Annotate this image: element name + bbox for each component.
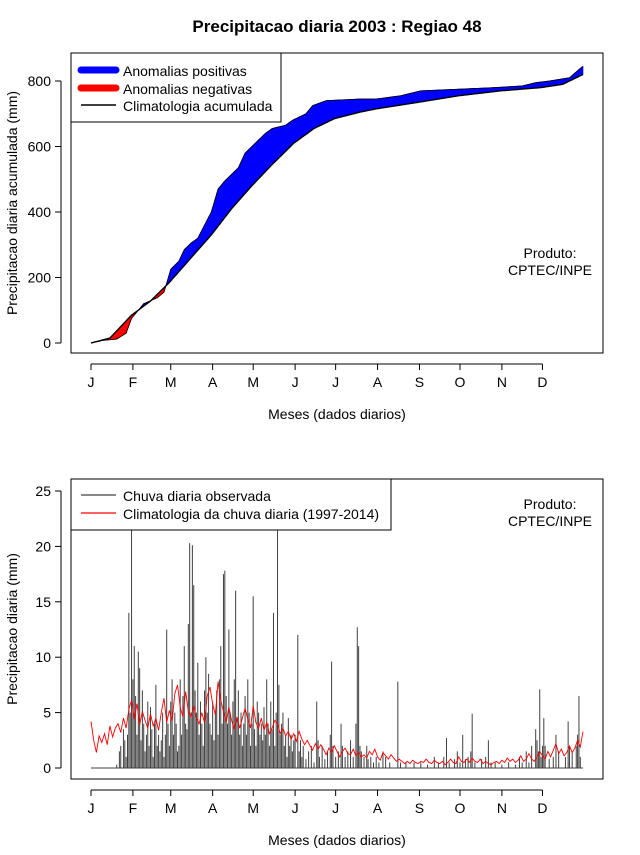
legend-label-positive: Anomalias positivas	[123, 63, 247, 79]
bottom-x-tick-label: F	[129, 800, 138, 816]
top-legend: Anomalias positivas Anomalias negativasCl…	[71, 53, 281, 122]
top-x-tick-label: J	[332, 374, 339, 390]
top-y-tick-label: 200	[28, 270, 52, 286]
top-x-tick-label: D	[537, 374, 547, 390]
bottom-y-tick-label: 15	[35, 594, 51, 610]
bottom-y-axis-title: Precipitacao diaria (mm)	[4, 553, 20, 705]
bottom-legend-box	[71, 479, 391, 530]
bottom-x-tick-label: M	[165, 800, 177, 816]
top-x-tick-label: A	[208, 374, 218, 390]
top-y-tick-label: 600	[28, 139, 52, 155]
bottom-x-tick-label: J	[292, 800, 299, 816]
bottom-y-tick-label: 25	[35, 483, 51, 499]
legend-label-daily-climatology: Climatologia da chuva diaria (1997-2014)	[123, 506, 379, 522]
bottom-y-tick-label: 20	[35, 538, 51, 554]
top-x-tick-label: N	[497, 374, 507, 390]
top-y-tick-label: 800	[28, 73, 52, 89]
bottom-x-tick-label: A	[208, 800, 218, 816]
top-x-tick-label: J	[292, 374, 299, 390]
bottom-x-tick-label: M	[247, 800, 259, 816]
top-x-tick-label: M	[165, 374, 177, 390]
top-y-tick-label: 0	[43, 335, 51, 351]
bottom-y-tick-label: 5	[43, 705, 51, 721]
top-x-axis-title: Meses (dados diarios)	[268, 406, 406, 422]
bottom-x-tick-label: N	[497, 800, 507, 816]
bottom-x-tick-label: J	[88, 800, 95, 816]
bottom-x-axis-title: Meses (dados diarios)	[268, 832, 406, 848]
top-credit-line1: Produto:	[524, 245, 577, 261]
legend-label-observed: Chuva diaria observada	[123, 488, 271, 504]
top-x-tick-label: F	[129, 374, 138, 390]
top-x-tick-label: J	[88, 374, 95, 390]
daily-panel: J F M A M J J A S O N D Meses (dados diarios) 0 5 10 15 2…	[4, 479, 603, 848]
daily-climatology-line	[91, 682, 583, 765]
bottom-y-tick-label: 10	[35, 649, 51, 665]
top-x-tick-label: M	[247, 374, 259, 390]
bottom-x-tick-label: A	[373, 800, 383, 816]
top-y-tick-label: 400	[28, 204, 52, 220]
bottom-legend: Chuva diaria observada Climatologia da ch…	[71, 479, 391, 530]
top-y-axis-title: Precipitacao diaria acumulada (mm)	[4, 91, 20, 315]
bottom-y-tick-label: 0	[43, 760, 51, 776]
bottom-x-tick-label: D	[537, 800, 547, 816]
top-x-tick-label: A	[373, 374, 383, 390]
bottom-credit-line2: CPTEC/INPE	[508, 513, 592, 529]
top-x-tick-label: S	[415, 374, 424, 390]
top-x-tick-label: O	[455, 374, 466, 390]
bottom-x-tick-label: J	[332, 800, 339, 816]
bottom-credit-line1: Produto:	[524, 496, 577, 512]
top-credit-line2: CPTEC/INPE	[508, 262, 592, 278]
chart-title: Precipitacao diaria 2003 : Regiao 48	[192, 17, 481, 36]
bottom-x-tick-label: S	[415, 800, 424, 816]
legend-label-negative: Anomalias negativas	[123, 81, 252, 97]
bottom-x-tick-label: O	[455, 800, 466, 816]
cumulative-panel: J F M A M J J A S O N D Meses (dados diarios) 0 200 400…	[4, 53, 603, 422]
legend-label-climatology: Climatologia acumulada	[123, 98, 273, 114]
